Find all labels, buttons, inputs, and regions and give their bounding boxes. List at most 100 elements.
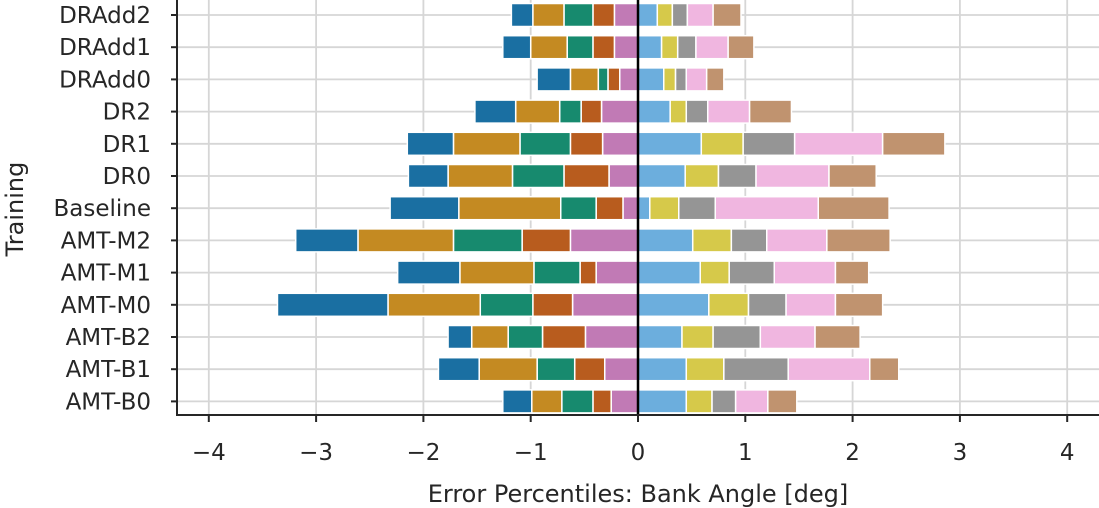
bar-negative-segment: [584, 324, 639, 350]
y-tick-label: DR1: [103, 132, 151, 158]
bar-negative-segment: [521, 228, 572, 253]
bar-positive-segment: [828, 163, 877, 189]
bar-negative-segment: [569, 67, 600, 92]
y-tick-label: DRAdd0: [59, 67, 151, 93]
bar-positive-segment: [681, 324, 714, 350]
bar-positive-segment: [708, 292, 750, 318]
bar-negative-segment: [452, 228, 523, 253]
bar-negative-segment: [396, 260, 461, 285]
bar-negative-segment: [536, 67, 572, 92]
bar-negative-segment: [406, 131, 455, 157]
bar-negative-segment: [470, 324, 509, 350]
bar-positive-segment: [637, 34, 663, 60]
bar-positive-segment: [637, 163, 686, 189]
bar-negative-segment: [573, 356, 606, 382]
bar-positive-segment: [671, 2, 689, 28]
bar-negative-segment: [592, 2, 616, 28]
bar-positive-segment: [742, 131, 796, 157]
y-tick-label: AMT-M2: [61, 228, 151, 254]
y-tick-label: DR2: [103, 100, 151, 126]
bar-negative-segment: [510, 2, 534, 28]
bar-negative-segment: [613, 34, 639, 60]
bar-negative-segment: [447, 163, 514, 189]
y-tick-labels: DRAdd2 DRAdd1 DRAdd0 DR2 DR1 DR0 Baseline AMT-M…: [53, 3, 177, 415]
bar-negative-segment: [601, 131, 639, 157]
bar-negative-segment: [613, 2, 639, 28]
bar-negative-segment: [479, 292, 534, 318]
bars: [276, 2, 946, 414]
y-tick-label: DR0: [103, 164, 151, 190]
bar-positive-segment: [685, 389, 713, 414]
bar-positive-segment: [678, 195, 717, 221]
bar-negative-segment: [559, 195, 597, 221]
bar-positive-segment: [712, 324, 762, 350]
bar-positive-segment: [674, 67, 688, 92]
bar-positive-segment: [730, 228, 768, 253]
bar-negative-segment: [507, 324, 544, 350]
bar-positive-segment: [766, 228, 828, 253]
bar-negative-segment: [595, 195, 624, 221]
bar-positive-segment: [695, 34, 729, 60]
y-tick-label: AMT-B0: [66, 389, 151, 415]
bar-negative-segment: [563, 163, 610, 189]
bar-positive-segment: [637, 2, 659, 28]
bar-negative-segment: [532, 2, 565, 28]
bar-negative-segment: [595, 260, 639, 285]
x-tick-label: 3: [953, 440, 968, 466]
bar-negative-segment: [558, 99, 582, 124]
x-tick-label: −2: [406, 440, 440, 466]
bar-positive-segment: [637, 67, 665, 92]
bar-positive-segment: [869, 356, 900, 382]
bar-positive-segment: [728, 260, 776, 285]
x-tick-label: 1: [738, 440, 753, 466]
bar-positive-segment: [787, 356, 871, 382]
bar-positive-segment: [637, 324, 683, 350]
y-tick-label: DRAdd1: [59, 35, 151, 61]
x-tick-label: −3: [299, 440, 333, 466]
x-tick-label: 4: [1060, 440, 1075, 466]
bar-positive-segment: [656, 2, 674, 28]
bar-positive-segment: [685, 99, 709, 124]
bar-positive-segment: [637, 356, 688, 382]
bar-positive-segment: [747, 292, 787, 318]
bar-negative-segment: [452, 131, 521, 157]
bar-positive-segment: [684, 163, 720, 189]
bar-positive-segment: [700, 131, 744, 157]
bar-negative-segment: [407, 163, 449, 189]
bar-negative-segment: [519, 131, 572, 157]
bar-positive-segment: [712, 2, 742, 28]
bar-negative-segment: [533, 260, 581, 285]
bar-positive-segment: [881, 131, 946, 157]
bar-negative-segment: [569, 131, 604, 157]
bar-negative-segment: [579, 260, 597, 285]
bar-negative-segment: [561, 389, 594, 414]
bar-negative-segment: [276, 292, 389, 318]
bar-negative-segment: [511, 163, 565, 189]
bar-negative-segment: [571, 292, 639, 318]
bar-negative-segment: [502, 389, 533, 414]
bar-positive-segment: [676, 34, 697, 60]
bar-positive-segment: [785, 292, 837, 318]
y-tick-label: DRAdd2: [59, 3, 151, 29]
bar-positive-segment: [755, 163, 830, 189]
bar-negative-segment: [600, 99, 639, 124]
bar-negative-segment: [610, 389, 639, 414]
bar-positive-segment: [723, 356, 789, 382]
y-tick-label: AMT-B1: [66, 357, 151, 383]
bar-positive-segment: [686, 2, 714, 28]
bar-positive-segment: [834, 260, 870, 285]
bar-positive-segment: [814, 324, 861, 350]
bar-negative-segment: [592, 389, 612, 414]
y-tick-label: AMT-M0: [61, 293, 151, 319]
bar-positive-segment: [767, 389, 798, 414]
bar-negative-segment: [536, 356, 576, 382]
bar-positive-segment: [637, 228, 694, 253]
x-tick-label: 2: [845, 440, 860, 466]
bar-positive-segment: [637, 389, 688, 414]
bar-negative-segment: [603, 356, 639, 382]
bar-negative-segment: [447, 324, 473, 350]
bar-negative-segment: [619, 67, 639, 92]
bar-positive-segment: [711, 389, 737, 414]
y-tick-label: AMT-M1: [61, 261, 151, 287]
